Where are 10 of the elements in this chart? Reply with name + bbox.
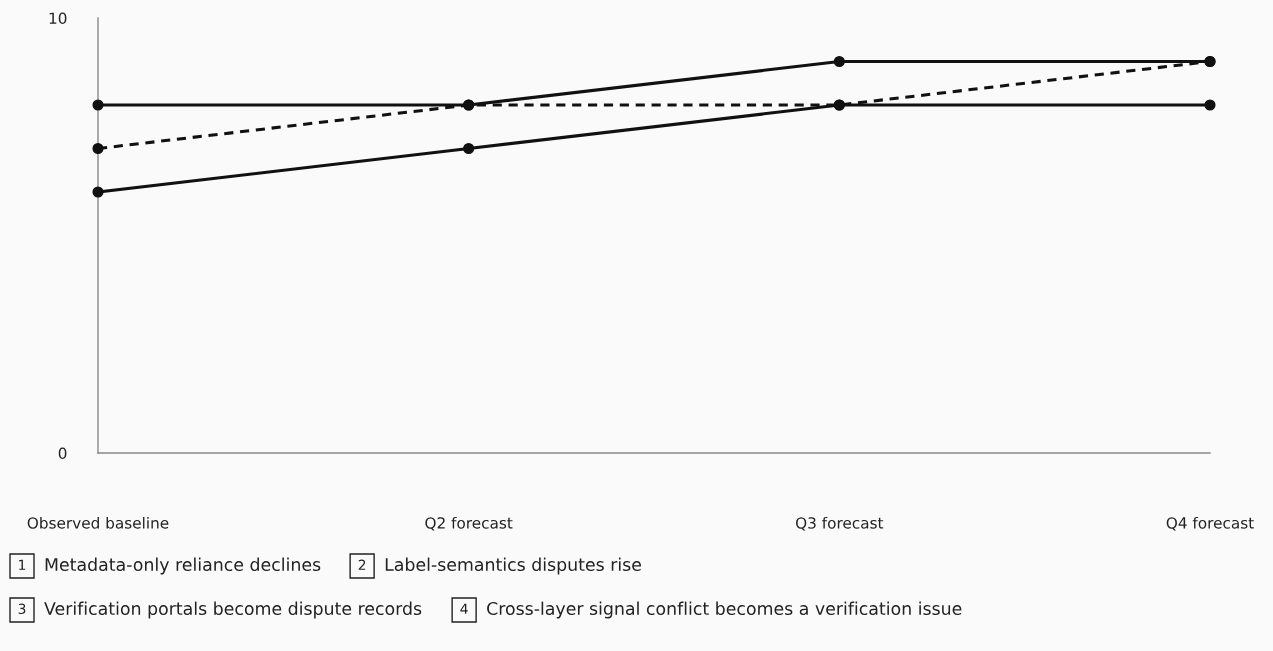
- text: 1 Metadata-only reliance declines: [19, 557, 321, 575]
- text: 2 Label-semantics disputes rise: [358, 557, 641, 575]
- x-tick-label: Observed baseline: [27, 516, 169, 529]
- x-tick-label: Q3 forecast: [796, 516, 884, 531]
- x-tick-label: Q2 forecast: [425, 516, 513, 531]
- text: 4 Cross-layer signal conflict becomes a verification issue: [460, 601, 962, 619]
- y-tick-label: 0: [58, 447, 67, 460]
- text: 3 Verification portals become dispute records: [18, 601, 422, 619]
- x-tick-label: Q4 forecast: [1166, 516, 1254, 531]
- y-tick-label: 10: [49, 12, 67, 25]
